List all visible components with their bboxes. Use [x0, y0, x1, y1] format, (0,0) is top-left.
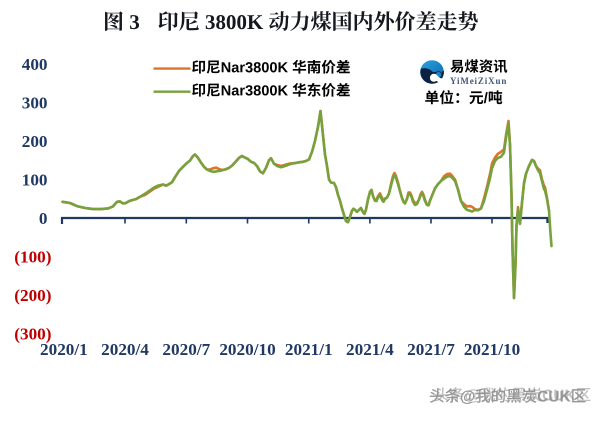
svg-text:300: 300 — [22, 94, 48, 113]
svg-text:(100): (100) — [14, 248, 51, 267]
svg-text:200: 200 — [22, 132, 48, 151]
svg-text:YiMeiZiXun: YiMeiZiXun — [450, 76, 507, 86]
svg-text:2021/1: 2021/1 — [285, 340, 333, 359]
svg-text:2020/7: 2020/7 — [162, 340, 210, 359]
svg-text:100: 100 — [22, 171, 48, 190]
svg-text:2020/4: 2020/4 — [101, 340, 149, 359]
svg-text:(300): (300) — [14, 325, 51, 344]
svg-text:2021/10: 2021/10 — [464, 340, 520, 359]
svg-text:400: 400 — [22, 55, 48, 74]
svg-text:2021/7: 2021/7 — [407, 340, 455, 359]
svg-text:0: 0 — [39, 209, 48, 228]
svg-text:2021/4: 2021/4 — [346, 340, 394, 359]
svg-text:2020/10: 2020/10 — [219, 340, 275, 359]
svg-text:2020/1: 2020/1 — [40, 340, 88, 359]
svg-text:(200): (200) — [14, 286, 51, 305]
